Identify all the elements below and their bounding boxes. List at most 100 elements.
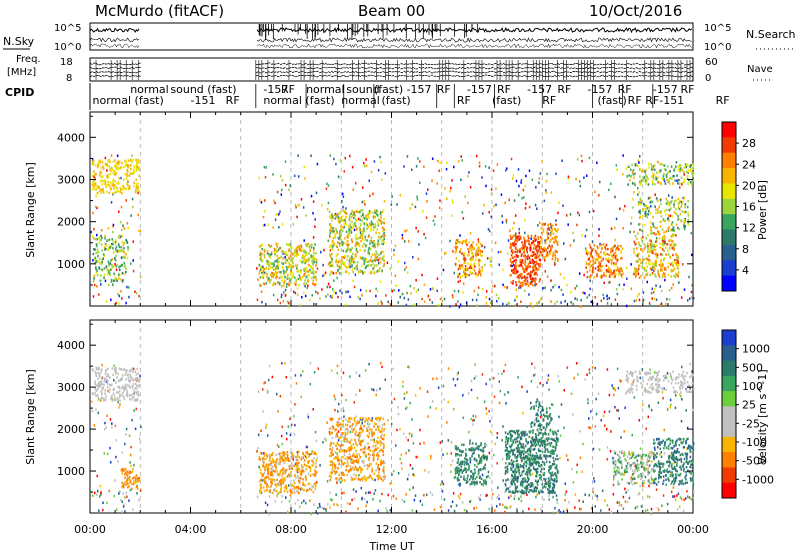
scatter-cell	[622, 272, 625, 276]
scatter-cell	[524, 277, 527, 280]
scatter-cell	[505, 506, 507, 509]
scatter-cell	[306, 270, 309, 273]
scatter-cell	[357, 507, 359, 510]
scatter-cell	[260, 284, 262, 287]
scatter-cell	[670, 165, 673, 168]
scatter-cell	[361, 200, 364, 204]
scatter-cell	[313, 252, 315, 255]
scatter-cell	[367, 225, 370, 229]
scatter-cell	[367, 216, 370, 219]
scatter-cell	[97, 186, 100, 189]
scatter-cell	[687, 214, 690, 217]
scatter-cell	[345, 265, 348, 269]
scatter-cell	[369, 289, 371, 293]
scatter-cell	[96, 273, 99, 277]
scatter-cell	[659, 285, 662, 288]
scatter-cell	[551, 257, 554, 261]
freq-trace	[400, 74, 404, 77]
scatter-cell	[458, 496, 461, 500]
scatter-cell	[608, 188, 610, 192]
scatter-cell	[449, 189, 451, 193]
scatter-cell	[546, 172, 548, 176]
scatter-cell	[92, 180, 94, 184]
scatter-cell	[359, 231, 362, 235]
freq-trace	[584, 75, 588, 77]
scatter-cell	[552, 232, 555, 236]
scatter-cell	[453, 289, 456, 293]
scatter-cell	[132, 205, 134, 209]
scatter-cell	[285, 266, 288, 269]
scatter-cell	[682, 196, 684, 200]
scatter-cell	[138, 168, 140, 171]
scatter-cell	[489, 419, 491, 423]
scatter-cell	[106, 169, 108, 172]
scatter-cell	[598, 269, 600, 272]
scatter-cell	[337, 402, 340, 406]
scatter-cell	[269, 273, 272, 277]
scatter-cell	[515, 270, 518, 273]
scatter-cell	[326, 207, 329, 211]
scatter-cell	[579, 456, 582, 460]
scatter-cell	[442, 453, 444, 456]
scatter-cell	[465, 239, 468, 242]
scatter-cell	[671, 247, 674, 250]
scatter-cell	[473, 289, 476, 293]
freq-trace	[677, 67, 681, 70]
scatter-cell	[578, 272, 581, 275]
colorbar-segment	[722, 260, 736, 277]
scatter-cell	[378, 269, 380, 273]
scatter-cell	[104, 182, 107, 186]
scatter-cell	[588, 210, 591, 214]
scatter-cell	[382, 221, 384, 224]
scatter-cell	[308, 246, 311, 249]
scatter-cell	[652, 215, 654, 219]
scatter-cell	[612, 275, 615, 279]
freq-trace	[343, 71, 346, 73]
scatter-cell	[259, 253, 261, 257]
scatter-cell	[680, 296, 683, 299]
scatter-cell	[642, 291, 645, 294]
scatter-cell	[471, 253, 474, 257]
scatter-cell	[258, 465, 260, 469]
scatter-cell	[98, 293, 100, 296]
freq-trace	[451, 67, 455, 69]
scatter-cell	[259, 198, 261, 202]
scatter-cell	[525, 282, 528, 286]
freq-trace	[427, 70, 431, 73]
scatter-cell	[653, 168, 656, 172]
scatter-cell	[100, 243, 103, 246]
scatter-cell	[673, 200, 676, 203]
scatter-cell	[115, 167, 118, 170]
scatter-cell	[270, 244, 273, 248]
scatter-cell	[561, 159, 563, 163]
scatter-cell	[566, 283, 568, 287]
freq-trace	[460, 63, 464, 66]
scatter-cell	[513, 263, 515, 267]
scatter-cell	[127, 159, 130, 162]
scatter-cell	[574, 506, 576, 509]
scatter-cell	[598, 228, 600, 231]
scatter-cell	[416, 195, 418, 198]
scatter-cell	[284, 270, 287, 273]
scatter-cell	[594, 267, 597, 270]
scatter-cell	[102, 257, 105, 260]
scatter-cell	[353, 257, 355, 260]
scatter-cell	[329, 273, 331, 276]
freq-trace	[391, 75, 395, 77]
scatter-cell	[464, 258, 467, 261]
scatter-cell	[383, 217, 385, 221]
scatter-cell	[538, 221, 541, 225]
scatter-cell	[595, 258, 598, 262]
scatter-cell	[638, 190, 640, 194]
scatter-cell	[629, 453, 631, 456]
scatter-cell	[472, 423, 474, 426]
scatter-cell	[114, 259, 117, 262]
scatter-cell	[264, 271, 267, 275]
scatter-cell	[91, 183, 94, 187]
scatter-cell	[374, 253, 376, 256]
scatter-cell	[341, 255, 344, 259]
scatter-cell	[367, 251, 369, 254]
scatter-cell	[665, 202, 668, 205]
scatter-cell	[639, 168, 642, 171]
